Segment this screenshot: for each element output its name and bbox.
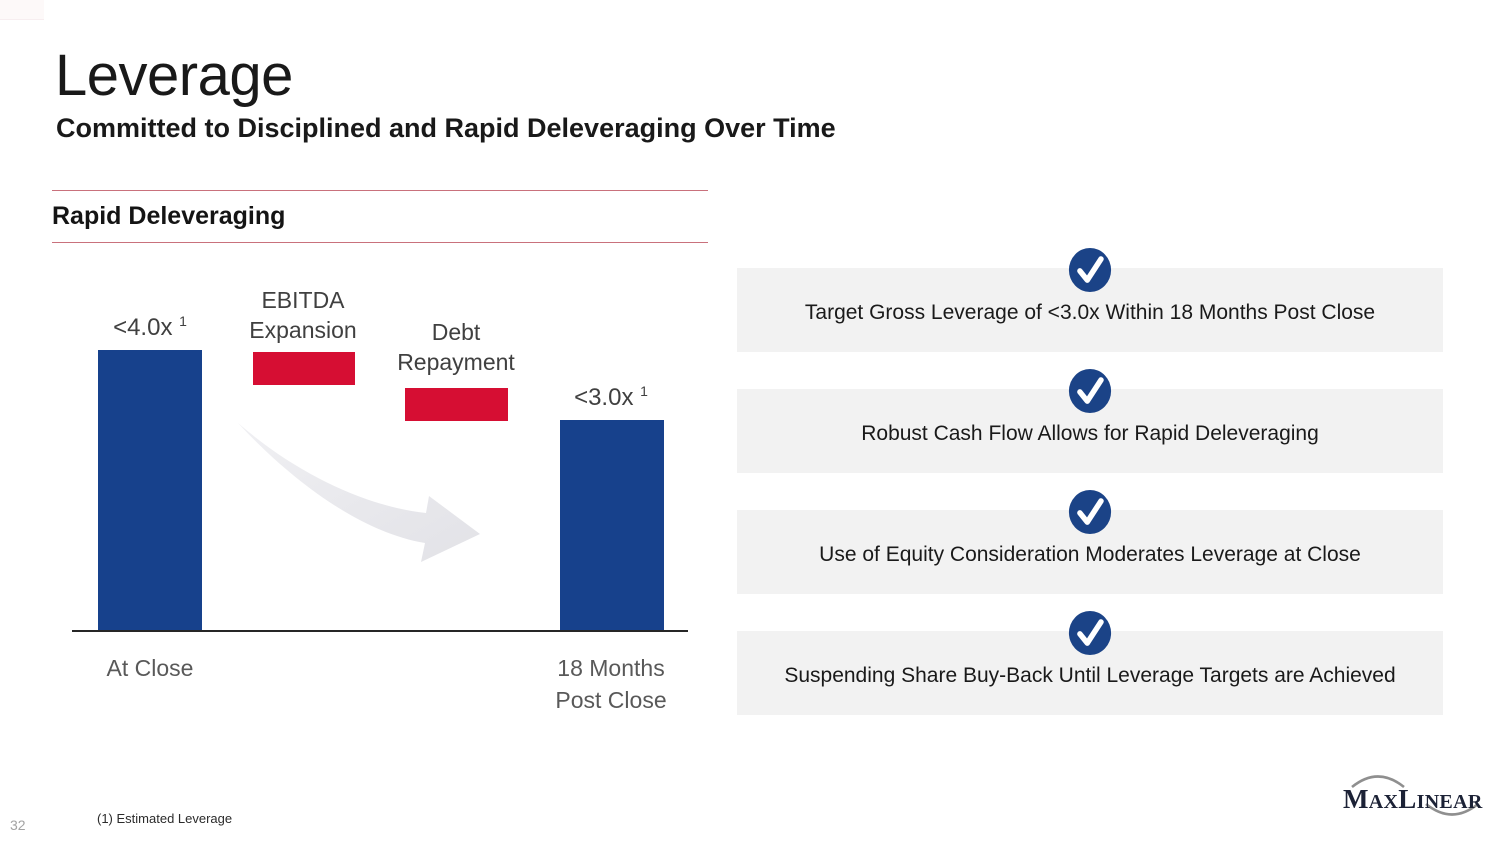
category-label-post-close: 18 Months Post Close (555, 655, 667, 713)
x-axis (72, 630, 688, 632)
checklist-item-text: Suspending Share Buy-Back Until Leverage… (784, 664, 1396, 687)
bar-value-label-at-close: <4.0x 1 (70, 313, 230, 342)
page-title: Leverage (55, 43, 293, 108)
checklist-item-text: Robust Cash Flow Allows for Rapid Deleve… (861, 422, 1319, 445)
deleveraging-chart: <4.0x 1 <3.0x 1 EBITDA Expansion Debt Re… (52, 260, 712, 720)
checkmark-icon (1068, 610, 1112, 656)
checklist-item: Target Gross Leverage of <3.0x Within 18… (737, 248, 1443, 352)
bar-value: <3.0x (574, 384, 634, 411)
page-subtitle: Committed to Disciplined and Rapid Delev… (56, 113, 836, 143)
maxlinear-logo: MAXLINEAR (1343, 775, 1483, 816)
checkmark-icon (1068, 489, 1112, 535)
checklist-item: Robust Cash Flow Allows for Rapid Deleve… (737, 369, 1443, 473)
bridge-step-bar-ebitda (253, 352, 355, 385)
footnote-marker: 1 (640, 383, 648, 399)
logo-arc-top (1351, 775, 1405, 789)
corner-artifact (0, 0, 44, 20)
bar-at-close (98, 350, 202, 632)
logo-arc-bottom (1425, 802, 1479, 816)
category-label-at-close: At Close (106, 655, 194, 681)
bridge-step-label-debt: Debt Repayment (397, 319, 515, 375)
bridge-step-bar-debt (405, 388, 508, 421)
bar-value-label-post-close: <3.0x 1 (531, 383, 691, 412)
checkmark-icon (1068, 247, 1112, 293)
decreasing-arrow-icon (238, 423, 480, 562)
checklist: Target Gross Leverage of <3.0x Within 18… (737, 248, 1443, 752)
section-divider-bottom (52, 242, 708, 243)
checklist-item-text: Target Gross Leverage of <3.0x Within 18… (804, 301, 1376, 324)
logo-text: MAXLINEAR (1343, 784, 1483, 814)
section-divider-top (52, 190, 708, 191)
bridge-step-label-ebitda: EBITDA Expansion (249, 287, 357, 343)
footnote: (1) Estimated Leverage (97, 811, 233, 826)
section-header: Rapid Deleveraging (52, 202, 286, 230)
page-number: 32 (10, 817, 26, 833)
bar-post-close (560, 420, 664, 632)
checkmark-icon (1068, 368, 1112, 414)
checklist-item: Use of Equity Consideration Moderates Le… (737, 490, 1443, 594)
bar-value: <4.0x (113, 314, 173, 341)
checklist-item-text: Use of Equity Consideration Moderates Le… (819, 543, 1361, 566)
checklist-item: Suspending Share Buy-Back Until Leverage… (737, 611, 1443, 715)
footnote-marker: 1 (179, 313, 187, 329)
